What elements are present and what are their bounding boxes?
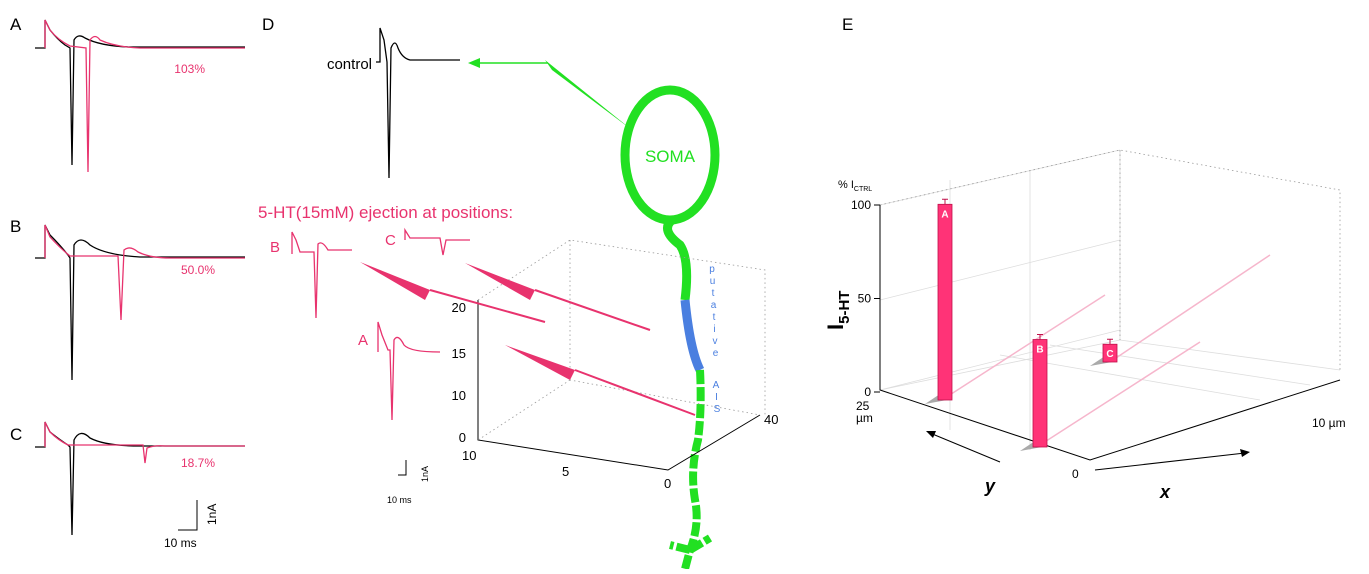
axon [668,220,687,300]
panel-label: E [842,15,853,34]
ejection-label: 5-HT(15mM) ejection at positions: [258,203,513,222]
bar [938,204,952,400]
label-line: µm [856,411,873,425]
soma-label: SOMA [645,147,696,166]
ais-letter: S [714,404,721,415]
scale-label: 1nA [205,504,219,525]
error-bar [942,199,948,204]
trace [45,20,245,172]
panel-label: B [10,217,21,236]
tick-label: 0 [459,430,466,445]
axis-label: x [1159,482,1171,502]
arrow-head [926,431,1250,457]
panel-label: A [10,15,22,34]
arrow-head [468,58,480,68]
trace [405,230,470,255]
scale-bar [178,500,197,530]
tick-label: 0 [664,476,671,491]
trace [376,28,460,178]
trace [35,225,245,380]
scale-bar [398,460,406,475]
ais-letter: u [710,276,716,287]
position-label: C [385,232,396,249]
percent: 50.0% [181,263,215,277]
bar-label: B [1036,345,1043,356]
tick-label: 100 [851,198,871,212]
ais-letter: e [713,348,719,359]
percent: 103% [174,62,205,76]
position-label: A [358,332,368,349]
pipette [545,60,632,130]
unit-label: % ICTRL [838,179,872,193]
control-label: control [327,56,372,73]
ais-letter: t [712,288,715,299]
tick-label: 15 [452,346,466,361]
bar [1033,340,1047,448]
scale-label: 1nA [420,466,430,482]
ais-letter: p [709,264,715,275]
axes-3d [478,240,765,470]
tick-label: 20 [452,300,466,315]
axis-label: y [984,476,996,496]
trace [45,422,245,463]
ais-letter: v [713,336,718,347]
percent: 18.7% [181,456,215,470]
ais-letter: a [711,300,717,311]
tick-label: 0 [864,385,871,399]
trace [35,20,245,165]
trace [292,232,352,318]
trace [45,225,245,320]
bar-label: A [941,209,948,220]
scale-label: 10 ms [387,495,412,505]
tick-label: 5 [562,464,569,479]
axis-end-label: 0 [1072,467,1079,481]
tick-label: 50 [858,292,872,306]
bar-label: C [1106,349,1113,360]
axis-title: I5-HT [823,291,853,330]
axis-arrow [930,433,1245,470]
panel-label: D [262,15,274,34]
panel-label: C [10,425,22,444]
ais-letter: t [713,312,716,323]
ais-letter: A [713,380,720,391]
tick-label: 10 [462,448,476,463]
ais-letter: i [713,324,715,335]
scale-label: 10 ms [164,536,197,550]
pipettes [360,262,695,415]
axis-end-label: 10 µm [1312,416,1346,430]
trace [378,322,440,420]
ais [685,300,700,370]
tick-label: 10 [452,388,466,403]
figure: A 103% B 50.0% C 18.7% 10 ms 1nA D contr… [0,0,1369,569]
position-label: B [270,239,280,256]
ais-letter: I [715,392,718,403]
tick-label: 40 [764,412,778,427]
